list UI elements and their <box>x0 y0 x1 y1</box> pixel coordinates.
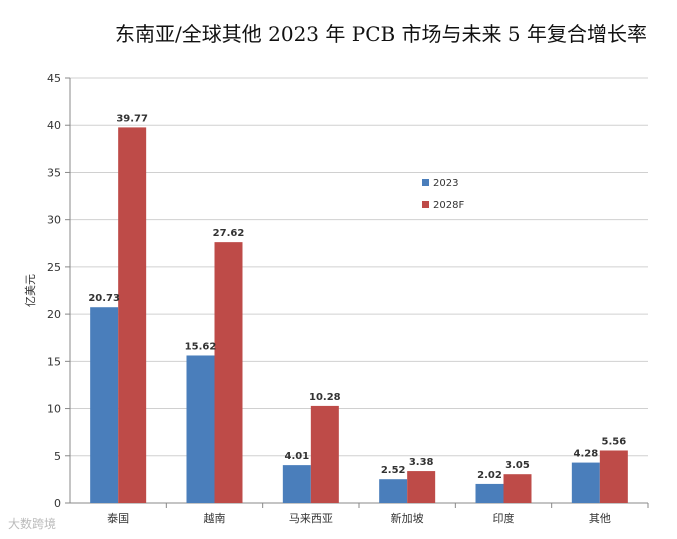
gridlines <box>70 77 648 504</box>
data-labels: 20.73 39.77 15.62 27.62 4.01 10.28 2.523.38 2.0… <box>88 113 626 481</box>
x-tick-label: 印度 <box>493 511 515 525</box>
bars <box>90 127 628 504</box>
bar <box>571 462 600 503</box>
data-label: 27.62 <box>213 228 245 239</box>
legend-label: 2023 <box>433 178 458 189</box>
bar <box>214 242 243 503</box>
bar <box>282 465 311 503</box>
x-tick-label: 其他 <box>589 512 611 525</box>
data-label: 4.28 <box>573 449 598 460</box>
data-label: 10.28 <box>309 392 341 403</box>
bar <box>379 479 408 503</box>
bar <box>503 474 532 503</box>
bar <box>599 450 628 503</box>
bar <box>407 471 436 503</box>
data-label: 5.56 <box>601 436 626 447</box>
data-label: 3.38 <box>409 457 434 468</box>
y-tick-label: 5 <box>54 450 61 463</box>
chart-title: 东南亚/全球其他 2023 年 PCB 市场与未来 5 年复合增长率 <box>115 22 647 46</box>
legend-label: 2028F <box>433 200 464 211</box>
y-tick-label: 25 <box>47 261 61 274</box>
y-tick-label: 15 <box>47 355 61 368</box>
bar <box>186 355 215 503</box>
y-tick-label: 20 <box>47 308 61 321</box>
legend: 2023 2028F <box>422 178 464 211</box>
bar <box>310 405 339 503</box>
bar <box>90 307 119 503</box>
x-tick-label: 新加坡 <box>391 511 424 525</box>
data-label: 4.01 <box>284 451 309 462</box>
watermark: 大数跨境 <box>8 517 57 531</box>
y-tick-label: 0 <box>54 497 61 510</box>
data-label: 39.77 <box>116 113 148 124</box>
bar <box>475 483 504 503</box>
y-tick-label: 40 <box>47 119 61 132</box>
x-tick-label: 泰国 <box>107 511 129 525</box>
y-axis-title: 亿美元 <box>24 274 37 307</box>
legend-swatch <box>422 201 429 208</box>
data-label: 2.02 <box>477 470 502 481</box>
legend-swatch <box>422 179 429 186</box>
y-tick-label: 45 <box>47 72 61 85</box>
y-tick-label: 35 <box>47 166 61 179</box>
data-label: 2.52 <box>381 465 406 476</box>
x-tick-label: 越南 <box>204 511 226 525</box>
x-tick-label: 马来西亚 <box>289 512 333 525</box>
data-label: 3.05 <box>505 460 530 471</box>
bar <box>118 127 147 504</box>
data-label: 20.73 <box>88 293 120 304</box>
data-label: 15.62 <box>185 341 217 352</box>
y-tick-label: 30 <box>47 214 61 227</box>
y-tick-label: 10 <box>47 403 61 416</box>
